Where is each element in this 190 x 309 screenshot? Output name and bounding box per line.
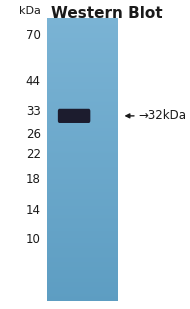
Text: 44: 44	[26, 75, 41, 88]
Text: 10: 10	[26, 233, 41, 246]
Text: kDa: kDa	[19, 6, 41, 16]
Text: 18: 18	[26, 173, 41, 186]
Text: 33: 33	[26, 105, 41, 118]
Text: Western Blot: Western Blot	[51, 6, 162, 21]
Text: 14: 14	[26, 204, 41, 217]
Text: 22: 22	[26, 148, 41, 161]
Text: 26: 26	[26, 128, 41, 141]
Text: 70: 70	[26, 29, 41, 42]
Text: →32kDa: →32kDa	[139, 109, 187, 122]
FancyBboxPatch shape	[58, 109, 90, 123]
